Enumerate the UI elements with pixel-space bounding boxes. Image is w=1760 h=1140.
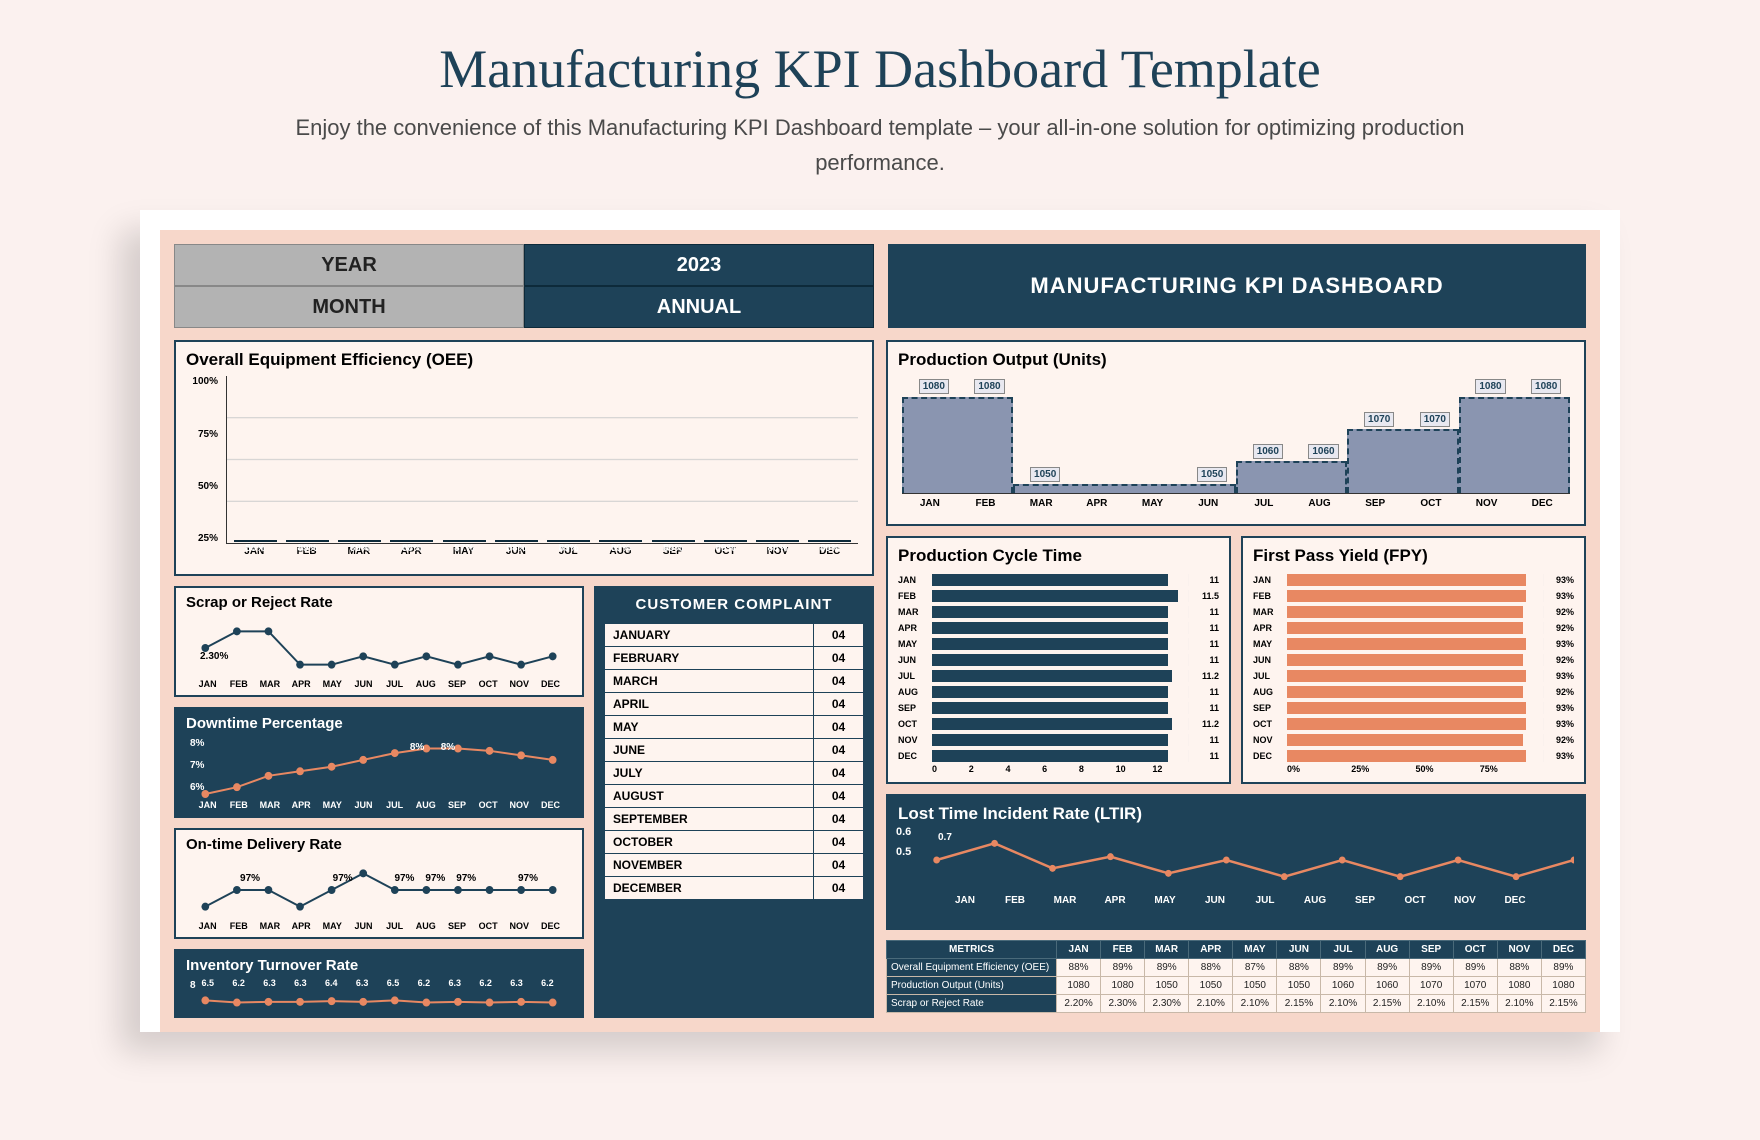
page-subtitle: Enjoy the convenience of this Manufactur… — [230, 110, 1530, 180]
scrap-title: Scrap or Reject Rate — [186, 594, 572, 611]
downtime-title: Downtime Percentage — [186, 715, 572, 732]
production-output-panel: Production Output (Units) 10801080105010… — [886, 340, 1586, 526]
dashboard-card: YEAR 2023 MONTH ANNUAL MANUFACTURING KPI… — [140, 210, 1620, 1032]
complaints-table: JANUARY04FEBRUARY04MARCH04APRIL04MAY04JU… — [604, 623, 864, 900]
year-value[interactable]: 2023 — [524, 244, 874, 286]
page-title: Manufacturing KPI Dashboard Template — [0, 0, 1760, 110]
period-selector: YEAR 2023 MONTH ANNUAL — [174, 244, 874, 328]
inventory-panel: Inventory Turnover Rate 86.56.26.36.36.4… — [174, 949, 584, 1018]
complaints-title: CUSTOMER COMPLAINT — [604, 596, 864, 613]
year-label: YEAR — [174, 244, 524, 286]
fpy-title: First Pass Yield (FPY) — [1253, 546, 1574, 566]
ontime-title: On-time Delivery Rate — [186, 836, 572, 853]
fpy-panel: First Pass Yield (FPY) JAN93%FEB93%MAR92… — [1241, 536, 1586, 784]
metrics-table: METRICSJANFEBMARAPRMAYJUNJULAUGSEPOCTNOV… — [886, 940, 1586, 1013]
inventory-title: Inventory Turnover Rate — [186, 957, 572, 974]
oee-panel: Overall Equipment Efficiency (OEE) 100%7… — [174, 340, 874, 576]
ltir-panel: Lost Time Incident Rate (LTIR) 0.6 0.5 0… — [886, 794, 1586, 930]
downtime-panel: Downtime Percentage 8%7%6%8%8% JANFEBMAR… — [174, 707, 584, 818]
cycle-time-panel: Production Cycle Time JAN11FEB11.5MAR11A… — [886, 536, 1231, 784]
ltir-title: Lost Time Incident Rate (LTIR) — [898, 804, 1574, 824]
cycle-time-title: Production Cycle Time — [898, 546, 1219, 566]
complaints-panel: CUSTOMER COMPLAINT JANUARY04FEBRUARY04MA… — [594, 586, 874, 1018]
oee-title: Overall Equipment Efficiency (OEE) — [186, 350, 862, 370]
month-value[interactable]: ANNUAL — [524, 286, 874, 328]
month-label: MONTH — [174, 286, 524, 328]
ontime-panel: On-time Delivery Rate 97%97%97%97%97%97%… — [174, 828, 584, 939]
production-output-title: Production Output (Units) — [898, 350, 1574, 370]
scrap-panel: Scrap or Reject Rate 2.30% JANFEBMARAPRM… — [174, 586, 584, 697]
dashboard-title: MANUFACTURING KPI DASHBOARD — [888, 244, 1586, 328]
